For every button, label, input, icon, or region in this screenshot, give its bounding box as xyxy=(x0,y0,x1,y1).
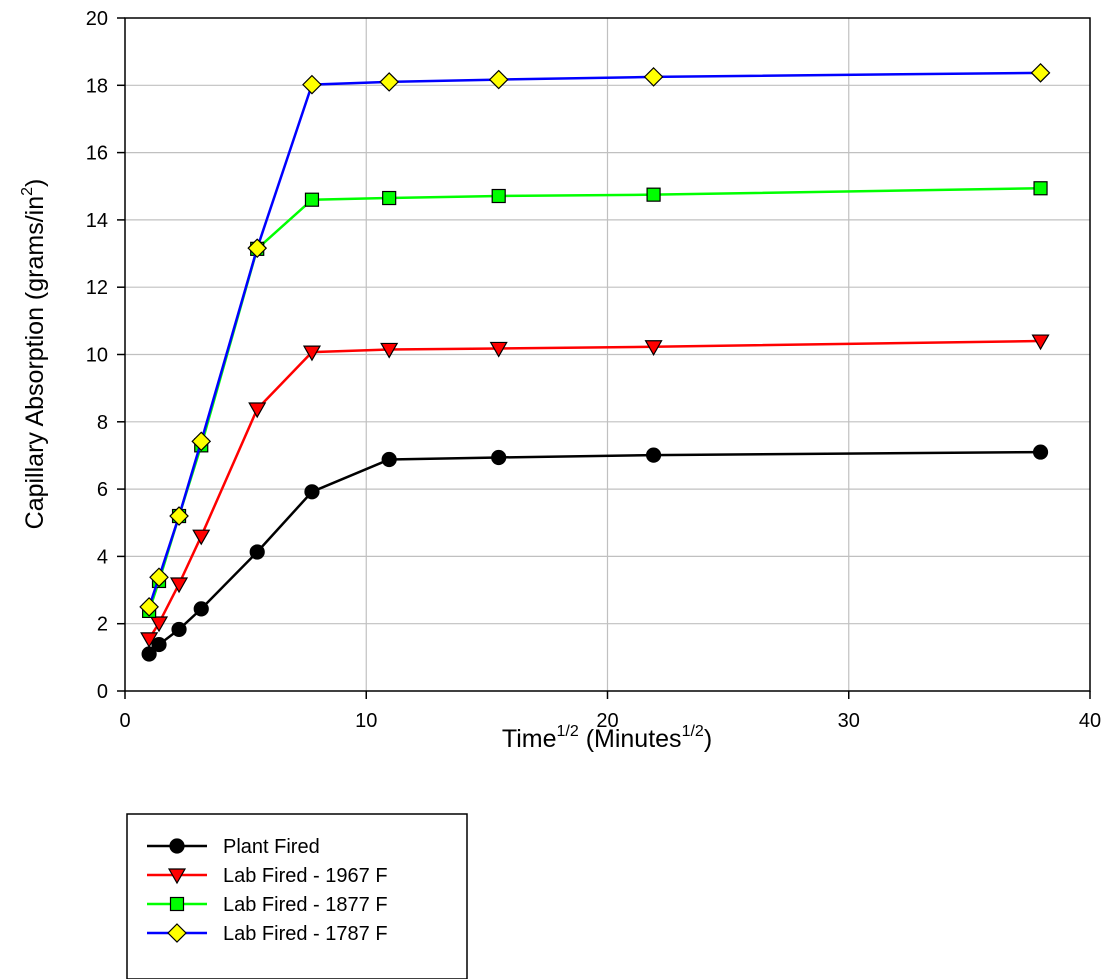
y-tick-label: 2 xyxy=(97,614,108,636)
data-point xyxy=(381,451,397,468)
legend-marker xyxy=(169,838,185,854)
legend-marker xyxy=(167,923,187,943)
data-point xyxy=(302,345,322,362)
legend-label: Plant Fired xyxy=(223,836,320,858)
x-tick-label: 20 xyxy=(596,710,618,732)
series-1 xyxy=(141,444,1049,662)
legend: Plant Fired Lab Fired - 1967 F Lab Fired -… xyxy=(147,836,388,945)
data-point xyxy=(491,188,506,204)
data-point xyxy=(380,342,399,359)
series-line xyxy=(147,187,1041,612)
y-tick-label: 16 xyxy=(86,143,108,165)
legend-entry: Lab Fired - 1787 F xyxy=(147,923,388,945)
legend-label: Lab Fired - 1787 F xyxy=(223,923,388,945)
data-point xyxy=(644,340,663,356)
series-3 xyxy=(142,181,1048,619)
data-point xyxy=(645,447,662,463)
x-tick-label: 10 xyxy=(355,710,377,732)
x-tick-label: 0 xyxy=(119,710,130,732)
legend-box xyxy=(126,813,468,979)
data-point xyxy=(248,402,267,419)
y-tick-label: 0 xyxy=(97,681,108,703)
data-point xyxy=(304,484,320,500)
series-line xyxy=(148,450,1041,655)
data-point xyxy=(488,69,509,90)
y-tick-label: 10 xyxy=(86,345,108,367)
x-tick-label: 30 xyxy=(838,710,860,732)
data-point xyxy=(382,190,397,206)
data-point xyxy=(170,577,189,594)
data-point xyxy=(1033,181,1048,196)
data-point xyxy=(249,544,265,560)
legend-entry: Plant Fired xyxy=(147,836,320,858)
data-point xyxy=(193,601,209,617)
x-axis-title: Time1/2 (Minutes1/2) xyxy=(502,723,712,753)
data-point xyxy=(169,506,189,526)
grid-lines xyxy=(125,18,1090,691)
data-point xyxy=(491,449,507,466)
data-point xyxy=(171,621,187,638)
data-point xyxy=(139,597,159,617)
data-point xyxy=(1030,63,1051,83)
legend-label: Lab Fired - 1877 F xyxy=(223,894,388,916)
legend-marker xyxy=(169,896,185,912)
data-point xyxy=(151,636,167,653)
legend-entry: Lab Fired - 1967 F xyxy=(147,865,388,887)
data-point xyxy=(149,616,169,633)
data-point xyxy=(646,187,661,202)
data-point xyxy=(304,192,320,207)
data-point xyxy=(247,238,268,259)
series-line xyxy=(148,339,1041,640)
data-point xyxy=(140,632,159,649)
data-point xyxy=(149,567,169,588)
y-tick-label: 12 xyxy=(86,277,108,299)
y-tick-label: 8 xyxy=(97,412,108,434)
data-point xyxy=(302,74,322,95)
legend-marker xyxy=(167,868,187,885)
y-axis-title: Capillary Absorption (grams/in2) xyxy=(19,179,49,530)
data-point xyxy=(191,431,212,452)
legend-entry: Lab Fired - 1877 F xyxy=(147,894,388,916)
data-point xyxy=(643,67,664,87)
data-point xyxy=(1032,444,1049,460)
data-point xyxy=(192,529,211,546)
y-tick-label: 20 xyxy=(86,8,108,30)
axes: 0 10 20 30 40 0 2 4 6 8 10 12 14 16 18 20 xyxy=(86,8,1101,732)
data-point xyxy=(1031,334,1050,351)
series-4 xyxy=(139,63,1051,617)
legend-label: Lab Fired - 1967 F xyxy=(223,865,388,887)
data-point xyxy=(379,72,400,92)
y-tick-label: 14 xyxy=(86,210,108,232)
y-tick-label: 18 xyxy=(86,75,108,97)
data-series xyxy=(139,63,1051,662)
y-tick-label: 4 xyxy=(97,546,108,568)
y-tick-label: 6 xyxy=(97,479,108,501)
series-line xyxy=(147,71,1041,608)
data-point xyxy=(489,341,508,358)
x-tick-label: 40 xyxy=(1079,710,1101,732)
series-2 xyxy=(140,334,1050,649)
